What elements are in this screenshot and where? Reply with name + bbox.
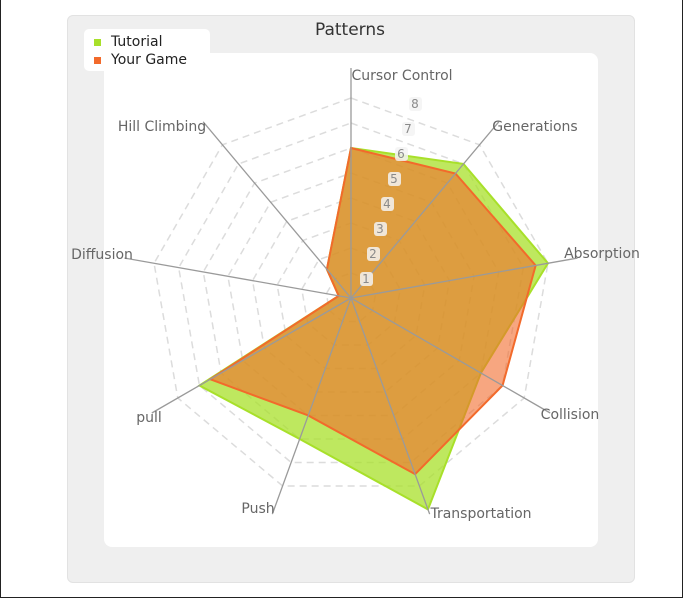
legend-item-your-game[interactable]: Your Game bbox=[94, 51, 210, 69]
r-tick-label-4: 4 bbox=[383, 197, 391, 211]
r-tick-label-8: 8 bbox=[411, 97, 419, 111]
r-tick-label-5: 5 bbox=[390, 172, 398, 186]
legend: Tutorial Your Game bbox=[84, 29, 210, 71]
r-tick-bg-2 bbox=[367, 247, 380, 261]
spoke-pull bbox=[151, 297, 352, 414]
spoke-hill-climbing bbox=[202, 121, 352, 299]
r-tick-bg-6 bbox=[395, 147, 408, 161]
spoke-generations bbox=[350, 121, 500, 299]
spoke-transportation bbox=[350, 297, 431, 515]
axis-label-push: Push bbox=[241, 501, 274, 517]
spoke-collision bbox=[350, 297, 551, 414]
axis-label-diffusion: Diffusion bbox=[71, 247, 133, 263]
axis-label-absorption: Absorption bbox=[564, 246, 640, 262]
spoke-absorption bbox=[350, 257, 578, 299]
axis-label-transportation: Transportation bbox=[429, 506, 531, 522]
axis-label-generations: Generations bbox=[492, 119, 577, 135]
chart-title: Patterns bbox=[314, 20, 386, 40]
r-tick-label-3: 3 bbox=[376, 222, 384, 236]
axis-label-pull: pull bbox=[136, 410, 162, 426]
r-tick-label-6: 6 bbox=[397, 147, 405, 161]
legend-item-tutorial[interactable]: Tutorial bbox=[94, 33, 210, 51]
legend-swatch-tutorial bbox=[94, 38, 101, 46]
legend-swatch-your-game bbox=[94, 56, 101, 64]
spoke-diffusion bbox=[124, 257, 352, 299]
r-tick-label-7: 7 bbox=[404, 122, 412, 136]
r-tick-bg-7 bbox=[402, 122, 415, 136]
spoke-push bbox=[271, 297, 352, 515]
grid-ring-8 bbox=[153, 97, 549, 487]
r-tick-label-1: 1 bbox=[362, 272, 370, 286]
r-tick-label-2: 2 bbox=[369, 247, 377, 261]
axis-label-cursor-control: Cursor Control bbox=[351, 68, 452, 84]
r-tick-bg-1 bbox=[360, 272, 373, 286]
r-tick-bg-4 bbox=[381, 197, 394, 211]
legend-label-tutorial: Tutorial bbox=[111, 34, 163, 50]
r-tick-bg-8 bbox=[409, 97, 422, 111]
r-tick-bg-3 bbox=[374, 222, 387, 236]
axis-label-collision: Collision bbox=[541, 407, 600, 423]
legend-label-your-game: Your Game bbox=[111, 52, 188, 68]
axis-label-hill-climbing: Hill Climbing bbox=[118, 119, 206, 135]
r-tick-bg-5 bbox=[388, 172, 401, 186]
